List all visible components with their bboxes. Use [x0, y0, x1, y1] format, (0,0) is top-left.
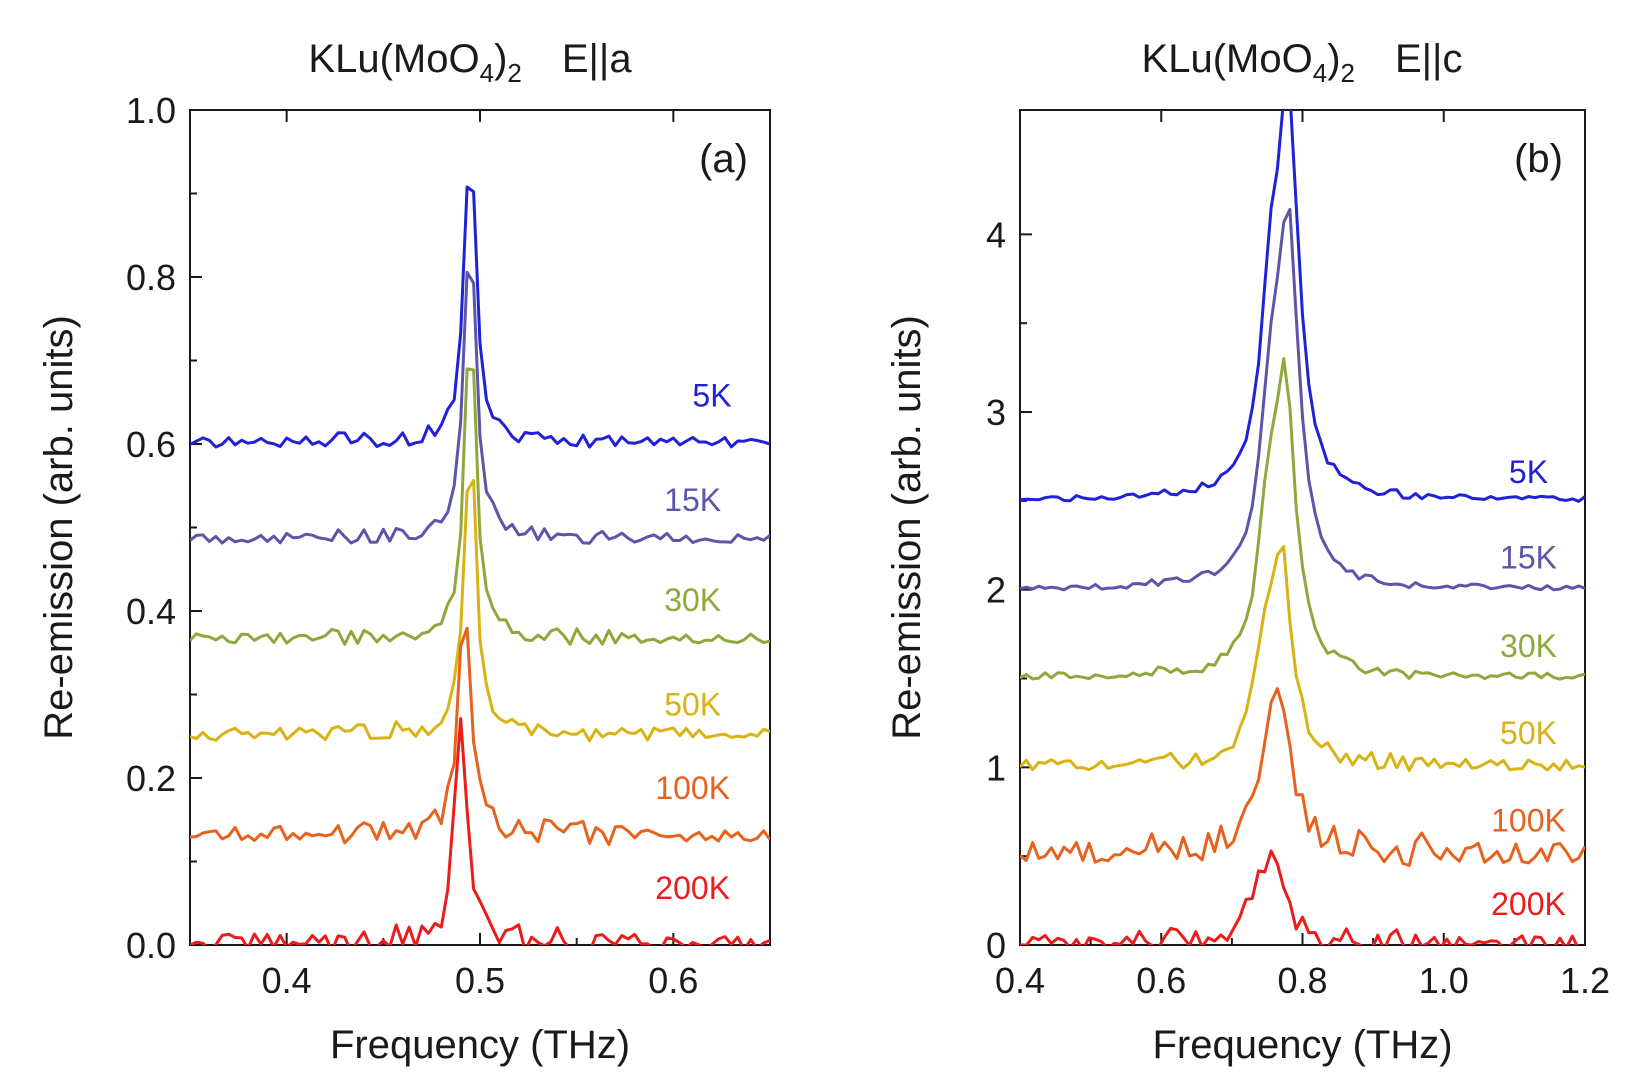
y-tick-label: 1.0	[126, 90, 176, 131]
y-tick-label: 0	[986, 925, 1006, 966]
panel-a: KLu(MoO4)2 E||a (a) 0.4 0.5 0.6 0.0 0.2 0.4 0.6 0.…	[37, 37, 771, 1067]
x-axis-title: Frequency (THz)	[330, 1023, 630, 1067]
title-close: )	[494, 37, 507, 81]
series-line-50k	[190, 478, 770, 743]
series-line-30k	[1020, 357, 1585, 681]
y-tick-label: 2	[986, 570, 1006, 611]
x-axis-title: Frequency (THz)	[1152, 1023, 1452, 1067]
y-tick-label: 3	[986, 392, 1006, 433]
series-line-15k	[190, 270, 770, 545]
series-label-5k: 5K	[1509, 454, 1548, 490]
x-tick-label: 1.0	[1419, 960, 1469, 1001]
series-label-100k: 100K	[1491, 802, 1566, 838]
traces	[1020, 110, 1585, 945]
title-compound: KLu(MoO	[1142, 37, 1313, 81]
series-label-200k: 200K	[1491, 886, 1566, 922]
y-tick-label: 0.0	[126, 925, 176, 966]
series-line-15k	[1020, 207, 1585, 592]
series-line-100k	[1020, 687, 1585, 867]
title-compound: KLu(MoO	[308, 37, 479, 81]
y-tick-label: 0.6	[126, 424, 176, 465]
panel-letter: (a)	[699, 137, 748, 181]
title-sub4: 4	[480, 58, 494, 88]
series-label-200k: 200K	[655, 870, 730, 906]
y-axis-title: Re-emission (arb. units)	[37, 315, 81, 740]
series-label-100k: 100K	[655, 770, 730, 806]
traces	[190, 185, 770, 945]
series-label-30k: 30K	[1500, 628, 1557, 664]
series-line-5k	[1020, 110, 1585, 503]
series-label-50k: 50K	[1500, 715, 1557, 751]
title-close: )	[1327, 37, 1340, 81]
title-sub4: 4	[1313, 58, 1327, 88]
series-line-50k	[1020, 545, 1585, 772]
series-label-5k: 5K	[692, 377, 731, 413]
title-sub2: 2	[507, 58, 521, 88]
panel-letter: (b)	[1514, 137, 1563, 181]
title-sub2: 2	[1341, 58, 1355, 88]
panel-title: KLu(MoO4)2 E||c	[1142, 37, 1463, 88]
panel-b: KLu(MoO4)2 E||c(b)0.4 0.6 0.8 1.0 1.201234Fre…	[885, 37, 1610, 1067]
y-tick-label: 0.2	[126, 758, 176, 799]
series-label-15k: 15K	[664, 482, 721, 518]
x-tick-label: 0.5	[455, 960, 505, 1001]
y-tick-label: 0.8	[126, 257, 176, 298]
series-line-100k	[190, 626, 770, 847]
x-tick-label: 0.6	[648, 960, 698, 1001]
x-tick-label: 0.6	[1136, 960, 1186, 1001]
x-tick-label: 0.4	[262, 960, 312, 1001]
series-line-30k	[190, 367, 770, 646]
y-axis-title: Re-emission (arb. units)	[885, 315, 929, 740]
series-label-50k: 50K	[664, 686, 721, 722]
x-tick-label: 0.8	[1277, 960, 1327, 1001]
y-tick-label: 0.4	[126, 591, 176, 632]
x-tick-label: 1.2	[1560, 960, 1610, 1001]
series-label-30k: 30K	[664, 582, 721, 618]
y-tick-label: 1	[986, 747, 1006, 788]
series-line-5k	[190, 185, 770, 449]
title-polarization: E||a	[562, 37, 632, 81]
series-line-200k	[1020, 849, 1585, 945]
y-tick-label: 4	[986, 214, 1006, 255]
title-polarization: E||c	[1395, 37, 1462, 81]
series-label-15k: 15K	[1500, 539, 1557, 575]
x-tick-label: 0.4	[995, 960, 1045, 1001]
panel-title: KLu(MoO4)2 E||a	[308, 37, 632, 88]
series-line-200k	[190, 717, 770, 945]
